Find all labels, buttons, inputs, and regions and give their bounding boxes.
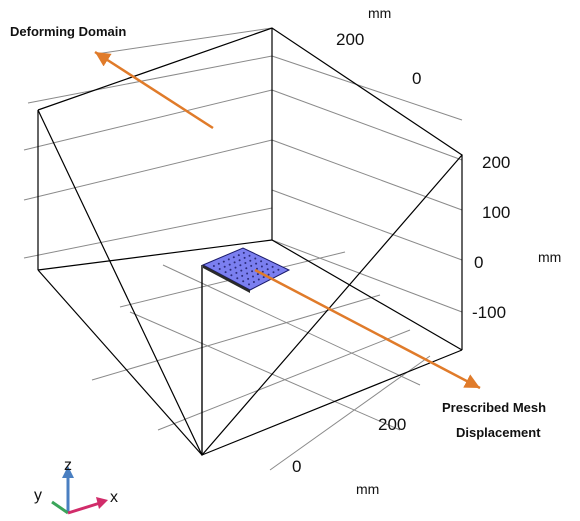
- mesh-node: [246, 272, 249, 275]
- mesh-node: [248, 254, 251, 257]
- top-axis-unit: mm: [368, 5, 391, 21]
- mesh-node: [236, 277, 239, 280]
- mesh-node: [262, 276, 265, 279]
- mesh-node: [252, 275, 254, 278]
- mesh-node: [255, 262, 258, 265]
- prescribed-mesh-arrow: [254, 268, 481, 390]
- triad-y-label: y: [34, 487, 42, 504]
- mesh-node: [243, 256, 246, 259]
- mesh-node: [267, 273, 270, 276]
- mesh-node: [265, 263, 268, 266]
- mesh-node: [266, 268, 269, 271]
- right-axis-unit: mm: [538, 249, 561, 265]
- mesh-node: [229, 268, 232, 271]
- annotation-arrows: [94, 50, 481, 390]
- mesh-node: [248, 283, 250, 286]
- deforming-domain-arrow: [94, 50, 214, 130]
- mesh-node: [242, 251, 245, 254]
- deforming-domain-label: Deforming Domain: [10, 24, 126, 39]
- prescribed-mesh-label-line2: Displacement: [456, 425, 541, 440]
- mesh-node: [271, 265, 274, 268]
- mesh-node: [256, 267, 258, 270]
- mesh-node: [240, 269, 243, 272]
- mesh-node: [235, 271, 238, 274]
- mesh-node: [260, 265, 263, 268]
- mesh-node: [250, 264, 253, 267]
- mesh-node: [245, 267, 248, 270]
- bounding-box-wireframe: [37, 27, 463, 457]
- bottom-axis-tick-0: 0: [292, 457, 301, 476]
- mesh-node: [230, 274, 233, 277]
- prescribed-mesh-label-line1: Prescribed Mesh: [442, 400, 546, 415]
- mesh-node: [224, 271, 227, 274]
- mesh-node: [247, 277, 250, 280]
- mesh-node: [244, 262, 247, 264]
- mesh-node: [256, 273, 259, 276]
- mesh-node: [260, 260, 263, 263]
- mesh-node: [251, 270, 254, 273]
- axis-triad: z y x: [34, 457, 118, 515]
- mesh-node: [233, 261, 236, 264]
- mesh-node: [249, 259, 252, 262]
- mesh-node: [237, 254, 240, 257]
- mesh-node: [217, 262, 220, 265]
- mesh-node: [261, 270, 264, 273]
- mesh-node: [212, 265, 215, 267]
- mesh-plate[interactable]: [201, 247, 291, 293]
- mesh-node: [254, 257, 257, 260]
- mesh-node: [242, 280, 245, 283]
- top-axis-tick-0: 0: [412, 69, 421, 88]
- mesh-node: [232, 256, 235, 259]
- mesh-node: [222, 260, 225, 263]
- mesh-node: [218, 268, 221, 270]
- mesh-node: [252, 281, 255, 283]
- mesh-node: [239, 264, 242, 267]
- triad-x-label: x: [110, 489, 118, 506]
- right-axis-tick-200: 200: [482, 153, 510, 172]
- bottom-axis-unit: mm: [356, 481, 379, 497]
- bottom-axis-tick-200: 200: [378, 415, 406, 434]
- mesh-node: [234, 266, 237, 269]
- mesh-node: [272, 271, 275, 274]
- mesh-node: [277, 268, 280, 271]
- mesh-node: [257, 278, 260, 281]
- right-axis-tick-neg100: -100: [472, 303, 506, 322]
- grid-lines: [23, 27, 463, 471]
- triad-z-label: z: [64, 457, 72, 474]
- mesh-node: [227, 258, 230, 261]
- right-axis-tick-100: 100: [482, 203, 510, 222]
- mesh-node: [241, 274, 244, 277]
- mesh-node: [223, 265, 226, 268]
- mesh-node: [238, 259, 241, 262]
- top-axis-tick-200: 200: [336, 30, 364, 49]
- mesh-node: [228, 263, 231, 266]
- right-axis-tick-0: 0: [474, 253, 483, 272]
